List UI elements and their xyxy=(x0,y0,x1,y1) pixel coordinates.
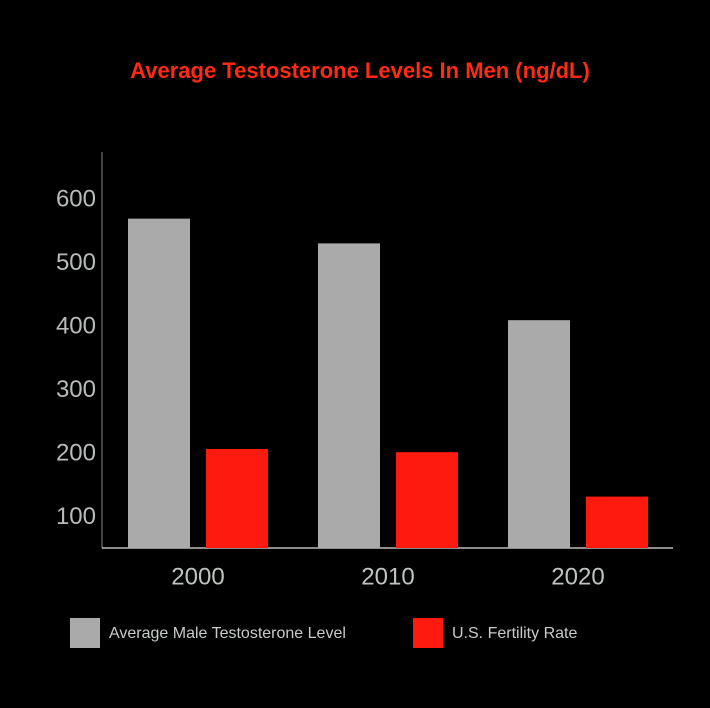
y-tick-label: 500 xyxy=(56,249,96,276)
y-tick-label: 300 xyxy=(56,376,96,403)
x-tick-label: 2010 xyxy=(361,563,414,590)
bar xyxy=(206,449,268,548)
legend-swatch xyxy=(70,618,100,648)
legend-label: Average Male Testosterone Level xyxy=(109,625,346,642)
x-tick-label: 2000 xyxy=(171,563,224,590)
legend-label: U.S. Fertility Rate xyxy=(452,625,577,642)
y-tick-label: 200 xyxy=(56,439,96,466)
legend-swatch xyxy=(413,618,443,648)
y-tick-label: 600 xyxy=(56,186,96,213)
bar xyxy=(586,496,648,548)
bar xyxy=(508,320,570,548)
chart-title: Average Testosterone Levels In Men (ng/d… xyxy=(130,58,590,83)
bar xyxy=(396,452,458,548)
y-tick-label: 100 xyxy=(56,503,96,530)
bar xyxy=(318,243,380,548)
y-tick-label: 400 xyxy=(56,312,96,339)
x-tick-label: 2020 xyxy=(551,563,604,590)
bar xyxy=(128,218,190,548)
